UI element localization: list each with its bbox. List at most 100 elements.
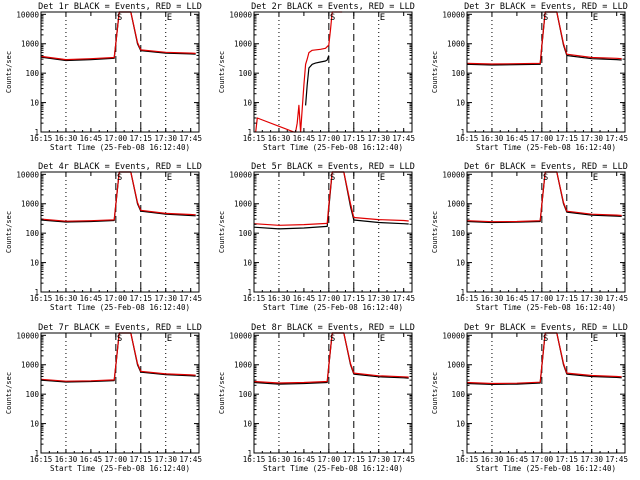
marker-e: E (167, 173, 172, 183)
y-tick-label: 10 (456, 99, 466, 108)
x-tick-label: 17:00 (318, 294, 341, 303)
panel-title: Det 6r BLACK = Events, RED = LLD (464, 162, 628, 172)
x-tick-label: 16:30 (268, 455, 291, 464)
x-tick-label: 17:30 (154, 134, 177, 143)
x-tick-label: 17:30 (580, 294, 603, 303)
y-tick-label: 1000 (447, 40, 466, 49)
y-tick-label: 10 (30, 259, 40, 268)
y-axis-label: Counts/sec (218, 51, 226, 93)
x-tick-label: 17:00 (531, 294, 554, 303)
x-axis-label: Start Time (25-Feb-08 16:12:40) (263, 303, 403, 312)
y-tick-label: 10000 (16, 331, 39, 340)
y-tick-label: 1000 (447, 200, 466, 209)
y-axis-label: Counts/sec (431, 372, 439, 414)
x-tick-label: 16:30 (55, 294, 78, 303)
x-axis-label: Start Time (25-Feb-08 16:12:40) (476, 303, 616, 312)
x-tick-label: 16:15 (243, 134, 266, 143)
marker-e: E (380, 173, 385, 183)
marker-s: S (117, 13, 122, 23)
x-tick-label: 16:45 (506, 294, 529, 303)
x-tick-label: 16:15 (456, 134, 479, 143)
x-tick-label: 17:15 (130, 455, 153, 464)
x-tick-label: 17:30 (154, 455, 177, 464)
x-tick-label: 17:30 (367, 134, 390, 143)
marker-s: S (543, 173, 548, 183)
y-tick-label: 10000 (229, 10, 252, 19)
x-tick-label: 17:00 (105, 294, 128, 303)
x-tick-label: 16:15 (30, 294, 53, 303)
marker-s: S (330, 173, 335, 183)
x-tick-label: 16:30 (481, 455, 504, 464)
panel-title: Det 4r BLACK = Events, RED = LLD (38, 162, 202, 172)
marker-e: E (380, 334, 385, 344)
x-tick-label: 16:45 (293, 134, 316, 143)
y-tick-label: 1000 (21, 40, 40, 49)
x-tick-label: 17:15 (343, 134, 366, 143)
marker-e: E (167, 334, 172, 344)
x-tick-label: 16:15 (456, 455, 479, 464)
marker-s: S (330, 13, 335, 23)
x-tick-label: 16:30 (268, 134, 291, 143)
y-tick-label: 10 (243, 420, 253, 429)
marker-e: E (167, 13, 172, 23)
y-tick-label: 1 (247, 288, 252, 297)
panel-title: Det 7r BLACK = Events, RED = LLD (38, 323, 202, 333)
y-tick-label: 1 (34, 449, 39, 458)
x-tick-label: 17:30 (367, 455, 390, 464)
x-tick-label: 16:30 (481, 134, 504, 143)
x-tick-label: 16:30 (55, 134, 78, 143)
x-axis-label: Start Time (25-Feb-08 16:12:40) (50, 143, 190, 152)
marker-s: S (543, 13, 548, 23)
x-tick-label: 17:45 (179, 134, 202, 143)
y-tick-label: 1000 (447, 361, 466, 370)
plot-frame (253, 11, 413, 133)
y-tick-label: 1 (34, 288, 39, 297)
x-tick-label: 16:30 (268, 294, 291, 303)
y-tick-label: 10000 (229, 331, 252, 340)
y-tick-label: 1 (460, 288, 465, 297)
x-tick-label: 16:15 (243, 294, 266, 303)
x-tick-label: 17:00 (531, 455, 554, 464)
x-tick-label: 17:00 (105, 134, 128, 143)
plot-frame (253, 171, 413, 293)
events-series-line (305, 55, 330, 106)
y-tick-label: 100 (451, 390, 465, 399)
plot-frame (253, 332, 413, 454)
y-axis-label: Counts/sec (431, 51, 439, 93)
y-tick-label: 10000 (229, 170, 252, 179)
y-tick-label: 1 (460, 128, 465, 137)
x-tick-label: 16:30 (481, 294, 504, 303)
x-tick-label: 17:30 (154, 294, 177, 303)
y-tick-label: 10 (30, 420, 40, 429)
panel-title: Det 5r BLACK = Events, RED = LLD (251, 162, 415, 172)
x-tick-label: 16:45 (293, 455, 316, 464)
x-tick-label: 16:45 (293, 294, 316, 303)
y-tick-label: 100 (451, 229, 465, 238)
y-tick-label: 10000 (16, 10, 39, 19)
x-tick-label: 17:30 (580, 455, 603, 464)
y-tick-label: 10000 (442, 10, 465, 19)
x-tick-label: 17:15 (343, 455, 366, 464)
x-axis-label: Start Time (25-Feb-08 16:12:40) (476, 143, 616, 152)
marker-e: E (380, 13, 385, 23)
y-tick-label: 100 (451, 69, 465, 78)
y-tick-label: 100 (25, 69, 39, 78)
x-tick-label: 17:00 (531, 134, 554, 143)
y-tick-label: 10000 (442, 331, 465, 340)
y-tick-label: 1 (247, 128, 252, 137)
marker-e: E (593, 13, 598, 23)
x-tick-label: 17:45 (392, 455, 415, 464)
marker-e: E (593, 334, 598, 344)
x-tick-label: 17:45 (392, 294, 415, 303)
x-tick-label: 17:45 (605, 455, 628, 464)
x-tick-label: 16:45 (80, 294, 103, 303)
plot-frame (466, 11, 626, 133)
panel-title: Det 9r BLACK = Events, RED = LLD (464, 323, 628, 333)
